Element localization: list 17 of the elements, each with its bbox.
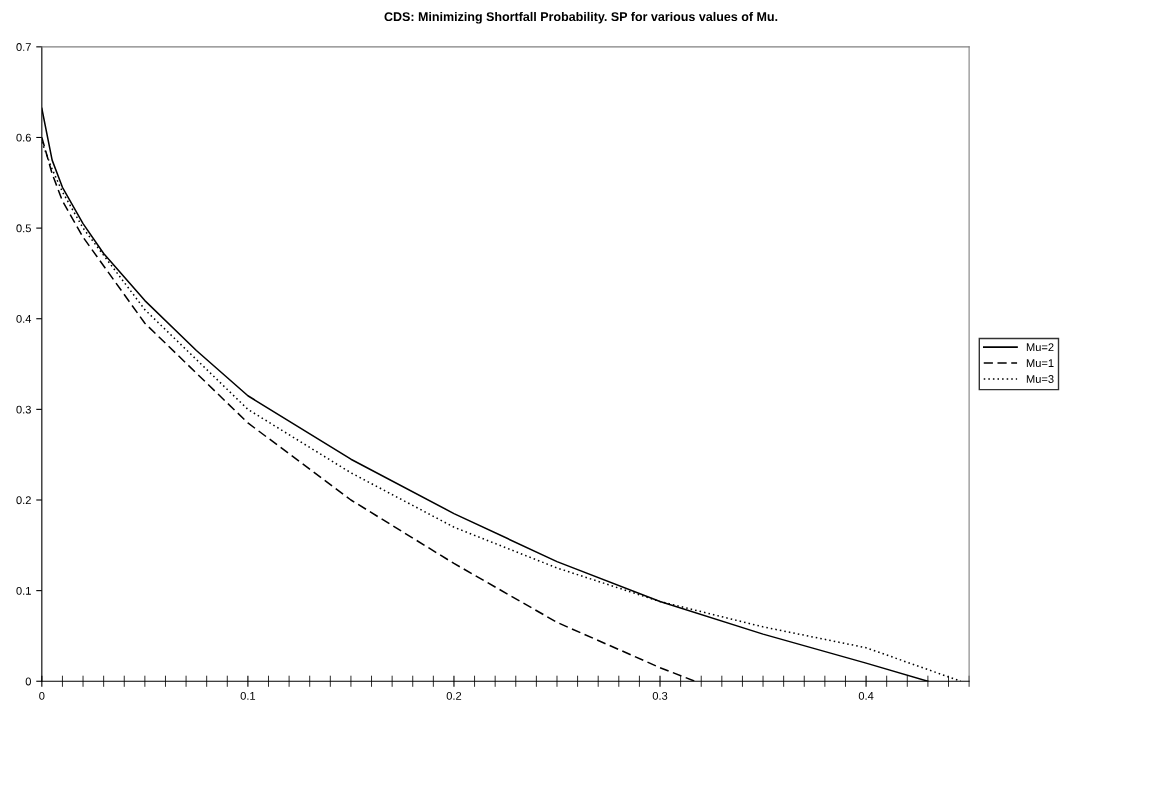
y-tick-label: 0.2 xyxy=(16,496,31,505)
y-tick-label: 0.3 xyxy=(16,405,31,414)
x-tick-label: 0.1 xyxy=(240,691,256,700)
y-tick-label: 0.7 xyxy=(16,43,31,51)
legend-label: Mu=3 xyxy=(1026,375,1054,383)
chart-title: CDS: Minimizing Shortfall Probability. SP for various values of Mu. xyxy=(384,11,778,24)
y-tick-label: 0.5 xyxy=(16,224,31,233)
x-tick-label: 0.2 xyxy=(446,691,462,700)
legend-label: Mu=1 xyxy=(1026,359,1054,368)
x-tick-label: 0.4 xyxy=(858,691,874,700)
y-tick-label: 0.1 xyxy=(16,586,31,595)
y-tick-label: 0.6 xyxy=(16,133,31,142)
y-tick-label: 0.4 xyxy=(16,315,32,323)
x-tick-label: 0.3 xyxy=(652,691,668,700)
x-tick-label: 0 xyxy=(39,691,45,700)
legend-label: Mu=2 xyxy=(1026,343,1054,352)
y-tick-label: 0 xyxy=(25,677,31,686)
